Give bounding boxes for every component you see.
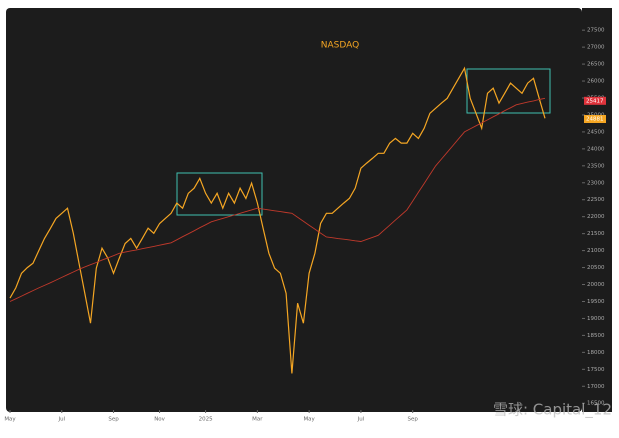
price-line (9, 66, 546, 374)
y-tick-label: 27000 (587, 45, 605, 51)
y-tick-label: 27500 (587, 28, 605, 34)
x-tick-label: 2025 (199, 417, 213, 423)
y-tick-label: 18500 (587, 333, 605, 339)
y-tick-label: 26500 (587, 62, 605, 68)
axis-panel (582, 8, 612, 412)
y-tick-label: 19500 (587, 299, 605, 305)
ma-line (9, 97, 546, 302)
range-box (176, 172, 263, 216)
y-tick-label: 20000 (587, 282, 605, 288)
y-tick-label: 20500 (587, 265, 605, 271)
y-tick-label: 24000 (587, 146, 605, 152)
x-tick-label: Jul (357, 417, 365, 423)
y-tick-label: 21000 (587, 248, 605, 254)
price-label-box (584, 114, 606, 123)
chart-title: NASDAQ (321, 41, 359, 51)
x-tick-label: Nov (154, 417, 165, 423)
y-tick-label: 22500 (587, 197, 605, 203)
y-tick-label: 24500 (587, 129, 605, 135)
watermark: 雪球: Capital_12 (493, 401, 612, 420)
y-tick-label: 21500 (587, 231, 605, 237)
y-tick-label: 17500 (587, 367, 605, 373)
x-tick-label: Sep (108, 417, 119, 423)
x-tick-label: Jul (57, 417, 65, 423)
x-tick-label: May (303, 417, 315, 423)
price-label-box (584, 96, 606, 105)
y-tick-label: 18000 (587, 350, 605, 356)
y-tick-label: 16500 (587, 401, 605, 407)
y-tick-label: 22000 (587, 214, 605, 220)
price-label: 24881 (586, 116, 604, 122)
range-box (466, 68, 551, 114)
y-tick-label: 23500 (587, 163, 605, 169)
y-tick-label: 19000 (587, 316, 605, 322)
y-tick-label: 26000 (587, 79, 605, 85)
y-tick-label: 17000 (587, 384, 605, 390)
x-tick-label: Mar (252, 417, 263, 423)
x-tick-label: Sep (408, 417, 419, 423)
price-label: 25417 (586, 98, 604, 104)
x-tick-label: May (4, 417, 16, 423)
chart-panel (6, 8, 582, 412)
y-tick-label: 23000 (587, 180, 605, 186)
